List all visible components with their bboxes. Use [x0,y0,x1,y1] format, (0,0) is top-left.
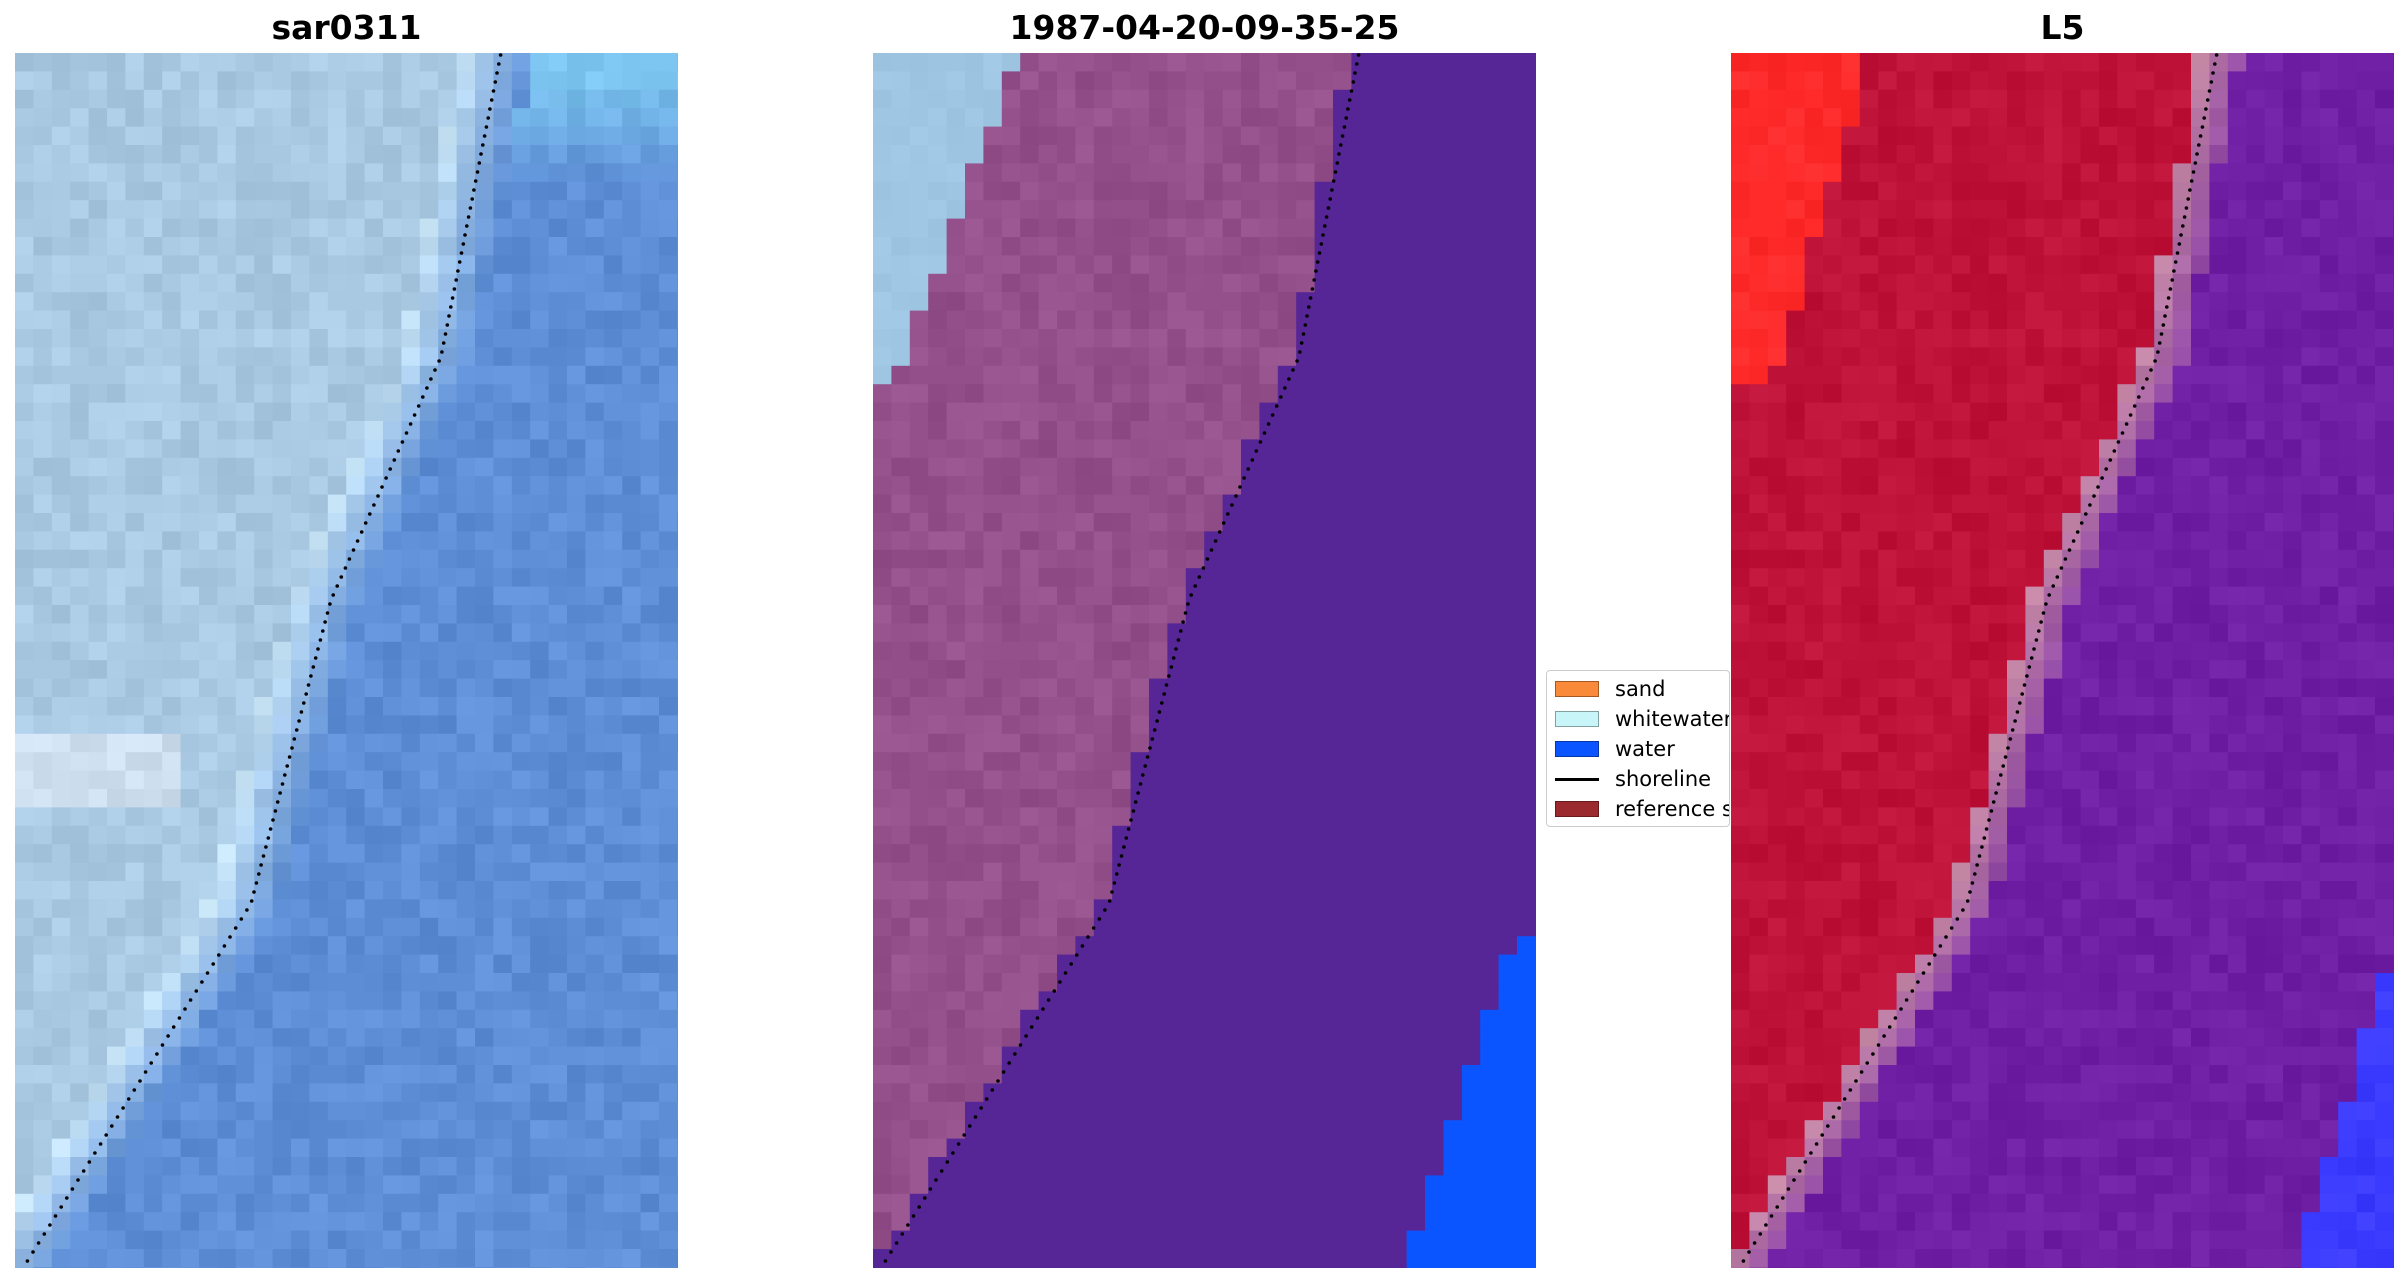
legend-swatch-sand [1555,681,1599,697]
index-pixels [1731,53,2394,1268]
legend-label-water: water [1615,737,1675,761]
legend-swatch-whitewater [1555,711,1599,727]
legend-swatch-water [1555,741,1599,757]
legend-swatch-reference [1555,801,1599,817]
panel-title-rgb: sar0311 [271,8,422,47]
legend-item-whitewater: whitewater [1555,706,1730,732]
legend-label-reference: reference s [1615,797,1730,821]
legend-label-shoreline: shoreline [1615,767,1712,791]
legend-label-whitewater: whitewater [1615,707,1730,731]
rgb-image-pixels [15,53,678,1268]
classification-pixels [873,53,1536,1268]
legend: sand whitewater water shoreline referenc… [1546,670,1730,827]
index-image-panel [1731,53,2394,1268]
legend-item-shoreline: shoreline [1555,766,1711,792]
classification-shoreline [883,53,1361,1263]
index-image [1731,53,2394,1268]
legend-item-sand: sand [1555,676,1665,702]
rgb-image [15,53,678,1268]
legend-item-reference-shoreline: reference s [1555,796,1730,822]
classification-image [873,53,1536,1268]
classification-image-panel [873,53,1536,1268]
legend-item-water: water [1555,736,1675,762]
panel-title-index: L5 [2040,8,2085,47]
rgb-image-panel [15,53,678,1268]
panel-title-classification: 1987-04-20-09-35-25 [1009,8,1400,47]
legend-line-shoreline [1555,777,1599,781]
index-shoreline [1741,53,2219,1263]
legend-label-sand: sand [1615,677,1666,701]
rgb-shoreline [25,53,503,1263]
